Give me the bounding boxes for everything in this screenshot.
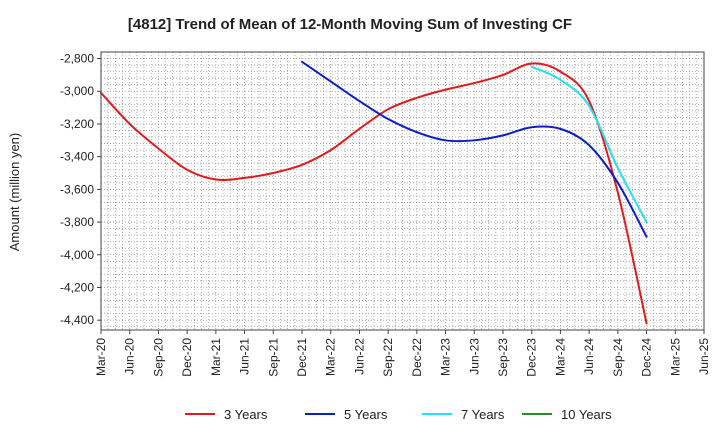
x-tick-label: Dec-20 — [180, 338, 194, 377]
legend-label-3-years: 3 Years — [224, 407, 268, 422]
y-tick-label: -3,600 — [60, 182, 94, 196]
x-tick-label: Sep-24 — [611, 338, 625, 377]
x-tick-label: Jun-21 — [238, 338, 252, 375]
legend-label-7-years: 7 Years — [461, 407, 505, 422]
series-lines — [100, 60, 648, 325]
y-tick-label: -3,000 — [60, 84, 94, 98]
x-tick-label: Mar-23 — [439, 338, 453, 376]
x-tick-label: Jun-23 — [467, 338, 481, 375]
x-tick-label: Sep-22 — [381, 338, 395, 377]
x-tick-label: Jun-25 — [697, 338, 711, 375]
x-tick-label: Sep-23 — [496, 338, 510, 377]
x-tick-label: Mar-21 — [209, 338, 223, 376]
y-tick-label: -3,400 — [60, 150, 94, 164]
plot-frame — [100, 51, 705, 331]
series-line-5-years — [301, 60, 648, 238]
legend: 3 Years 5 Years 7 Years 10 Years — [185, 407, 612, 422]
y-tick-label: -2,800 — [60, 52, 94, 66]
series-line-3-years — [100, 62, 648, 325]
legend-label-5-years: 5 Years — [344, 407, 388, 422]
x-tick-label: Mar-25 — [668, 338, 682, 376]
chart-title: [4812] Trend of Mean of 12-Month Moving … — [128, 16, 572, 33]
series-line-7-years — [530, 65, 648, 224]
legend-label-10-years: 10 Years — [561, 407, 612, 422]
x-tick-label: Dec-22 — [410, 338, 424, 377]
x-tick-label: Mar-22 — [324, 338, 338, 376]
x-tick-label: Mar-20 — [94, 338, 108, 376]
y-tick-label: -4,200 — [60, 280, 94, 294]
y-tick-label: -3,800 — [60, 215, 94, 229]
x-tick-label: Jun-22 — [352, 338, 366, 375]
x-tick-label: Mar-24 — [553, 338, 567, 376]
x-axis-ticks: Mar-20 Jun-20 Sep-20 Dec-20 Mar-21 Jun-21 Sep-… — [94, 330, 711, 377]
x-tick-label: Dec-24 — [640, 338, 654, 377]
x-tick-label: Sep-20 — [151, 338, 165, 377]
y-tick-label: -3,200 — [60, 117, 94, 131]
y-tick-label: -4,400 — [60, 313, 94, 327]
x-tick-label: Sep-21 — [266, 338, 280, 377]
y-axis-label: Amount (million yen) — [7, 133, 22, 252]
grid — [101, 52, 704, 330]
y-tick-label: -4,000 — [60, 248, 94, 262]
x-tick-label: Jun-20 — [123, 338, 137, 375]
y-axis-ticks: -2,800 -3,000 -3,200 -3,400 -3,600 -3,800 -4,0… — [60, 52, 101, 327]
x-tick-label: Dec-23 — [525, 338, 539, 377]
x-tick-label: Dec-21 — [295, 338, 309, 377]
x-tick-label: Jun-24 — [582, 338, 596, 375]
